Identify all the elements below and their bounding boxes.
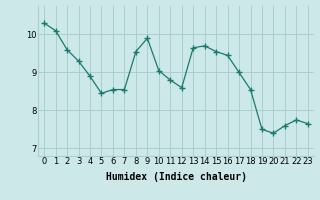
X-axis label: Humidex (Indice chaleur): Humidex (Indice chaleur)	[106, 172, 246, 182]
